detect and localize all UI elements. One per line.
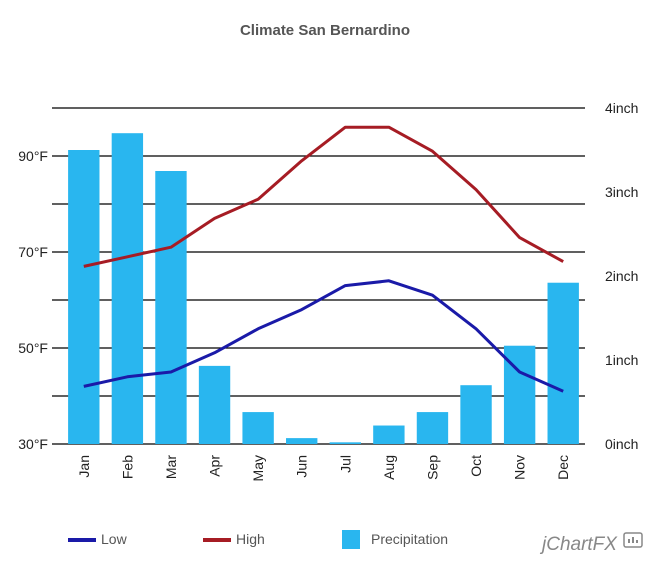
- precipitation-bar: [547, 282, 579, 444]
- precipitation-bar: [242, 412, 274, 444]
- precipitation-bar: [155, 171, 187, 444]
- left-tick-label: 90°F: [18, 148, 48, 164]
- precipitation-bar: [373, 425, 405, 444]
- precipitation-bar: [416, 412, 449, 444]
- right-tick-label: 2inch: [605, 268, 638, 284]
- logo-text: jChartFX: [539, 534, 618, 555]
- x-tick-label: Dec: [555, 455, 571, 480]
- legend-label-low: Low: [101, 531, 128, 547]
- x-tick-label: May: [250, 455, 266, 481]
- jchartfx-logo: jChartFX: [539, 532, 643, 555]
- x-tick-label: Feb: [119, 455, 135, 479]
- x-tick-label: Jun: [294, 455, 310, 478]
- precipitation-bar: [198, 365, 231, 444]
- x-tick-label: Oct: [468, 455, 484, 477]
- x-axis-ticks: Jan Feb Mar Apr May Jun Jul Aug Sep Oct Nov Dec: [76, 455, 571, 482]
- x-tick-label: Sep: [424, 455, 440, 480]
- right-tick-label: 0inch: [605, 436, 638, 452]
- x-tick-label: Jul: [337, 455, 353, 473]
- right-tick-label: 1inch: [605, 352, 638, 368]
- precipitation-bars: [68, 133, 579, 444]
- legend-label-high: High: [236, 531, 265, 547]
- right-axis-ticks: 0inch 1inch 2inch 3inch 4inch: [605, 100, 638, 452]
- x-tick-label: Jan: [76, 455, 92, 478]
- precipitation-bar: [111, 133, 144, 444]
- legend: Low High Precipitation: [68, 530, 448, 549]
- series-line-high: [83, 125, 564, 268]
- left-tick-label: 70°F: [18, 244, 48, 260]
- x-tick-label: Aug: [381, 455, 397, 480]
- legend-label-precipitation: Precipitation: [371, 531, 448, 547]
- precipitation-bar: [68, 150, 100, 444]
- left-tick-label: 50°F: [18, 340, 48, 356]
- precipitation-bar: [329, 442, 361, 444]
- right-tick-label: 4inch: [605, 100, 638, 116]
- legend-swatch-precipitation: [342, 530, 360, 549]
- right-tick-label: 3inch: [605, 184, 638, 200]
- precipitation-bar: [286, 438, 318, 444]
- logo-chart-icon: [623, 532, 643, 548]
- left-tick-label: 30°F: [18, 436, 48, 452]
- x-tick-label: Apr: [207, 455, 223, 477]
- precipitation-bar: [460, 385, 492, 444]
- temperature-lines: [83, 125, 564, 393]
- series-line-low: [83, 279, 564, 393]
- chart-title: Climate San Bernardino: [240, 22, 410, 39]
- x-tick-label: Nov: [512, 455, 528, 480]
- x-tick-label: Mar: [163, 455, 179, 479]
- left-axis-ticks: 30°F 50°F 70°F 90°F: [18, 148, 48, 452]
